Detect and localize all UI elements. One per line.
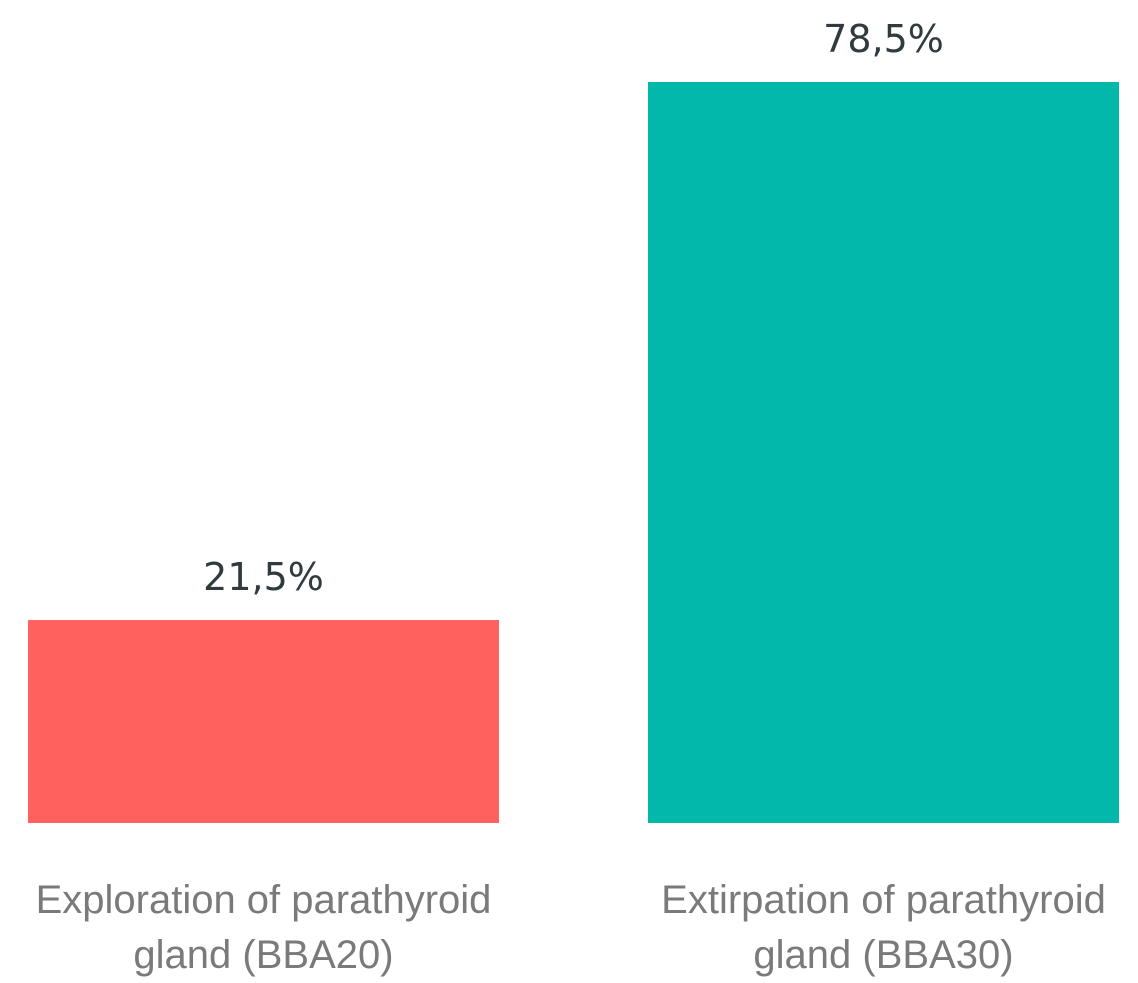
bars-layer xyxy=(28,82,1119,823)
bar-1 xyxy=(28,620,499,823)
category-label-2-line-1: Extirpation of parathyroid xyxy=(661,878,1106,922)
category-labels-layer: Exploration of parathyroid gland (BBA20) E… xyxy=(36,878,1106,977)
category-label-1-line-1: Exploration of parathyroid xyxy=(36,878,492,922)
bar-value-label-2: 78,5% xyxy=(823,17,944,61)
value-labels-layer: 21,5% 78,5% xyxy=(203,17,944,599)
category-label-2-line-2: gland (BBA30) xyxy=(753,933,1013,977)
bar-2 xyxy=(648,82,1119,823)
bar-value-label-1: 21,5% xyxy=(203,555,324,599)
category-label-1-line-2: gland (BBA20) xyxy=(133,933,393,977)
